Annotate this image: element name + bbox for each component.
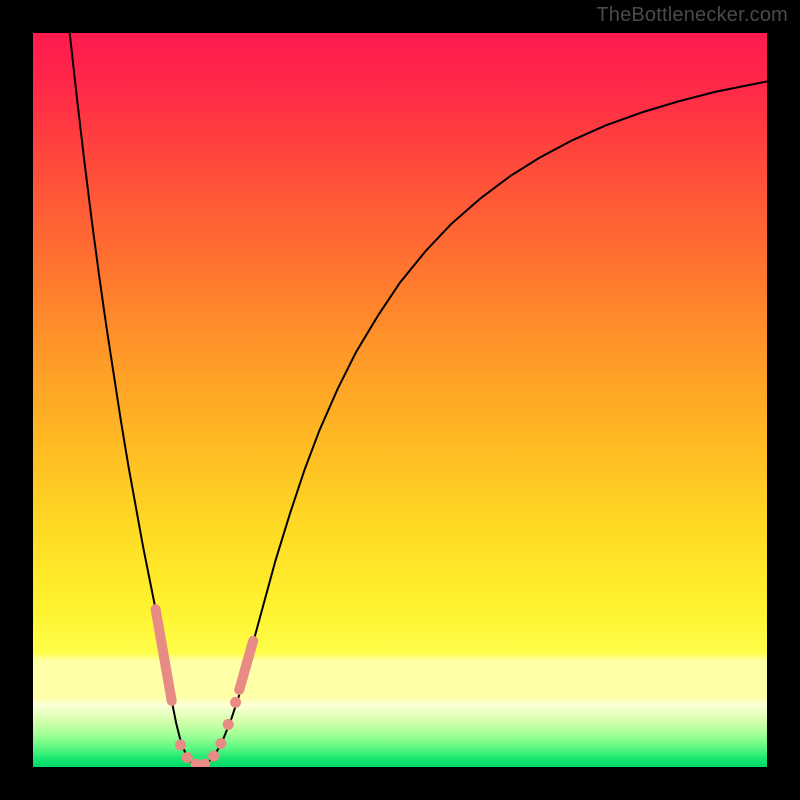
marker-capsule: [156, 609, 172, 701]
marker-capsule: [239, 641, 253, 690]
data-markers: [156, 609, 254, 769]
marker-dot: [223, 719, 233, 729]
marker-dot: [209, 751, 219, 761]
chart-stage: TheBottlenecker.com: [0, 0, 800, 800]
marker-dot: [200, 759, 210, 769]
marker-dot: [231, 697, 241, 707]
bottleneck-curve: [70, 33, 767, 766]
watermark-text: TheBottlenecker.com: [596, 4, 788, 27]
chart-svg: [0, 0, 800, 800]
marker-dot: [182, 752, 192, 762]
marker-dot: [216, 739, 226, 749]
marker-dot: [176, 740, 186, 750]
